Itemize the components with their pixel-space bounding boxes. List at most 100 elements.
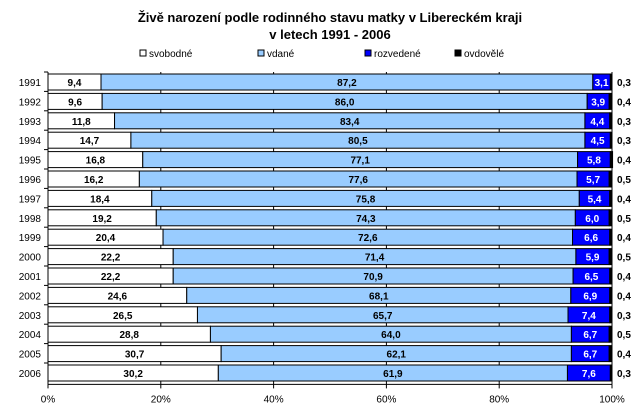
- bar-ovdovělé: [609, 131, 613, 149]
- legend-label: ovdovělé: [464, 49, 504, 60]
- legend-label: rozvedené: [374, 49, 421, 60]
- bar-ovdovělé: [609, 306, 612, 324]
- data-label: 77,6: [348, 175, 368, 186]
- data-label: 0,3: [617, 136, 631, 147]
- bar-ovdovělé: [608, 92, 612, 110]
- data-label: 7,6: [582, 369, 596, 380]
- data-label: 26,5: [113, 311, 133, 322]
- data-label: 0,5: [617, 175, 631, 186]
- data-label: 19,2: [92, 214, 112, 225]
- x-tick-label: 100%: [599, 394, 625, 405]
- y-tick-label: 2000: [19, 253, 42, 264]
- data-label: 72,6: [358, 233, 378, 244]
- legend-swatch: [139, 49, 147, 57]
- y-tick-label: 2001: [19, 272, 42, 283]
- data-label: 3,1: [595, 78, 609, 89]
- bar-ovdovělé: [609, 112, 612, 130]
- data-label: 83,4: [340, 117, 360, 128]
- data-label: 4,5: [591, 136, 605, 147]
- data-label: 75,8: [356, 194, 376, 205]
- data-label: 0,5: [617, 330, 631, 341]
- data-label: 5,4: [588, 194, 602, 205]
- data-label: 30,2: [123, 369, 143, 380]
- y-tick-label: 1997: [19, 194, 42, 205]
- y-tick-label: 1994: [19, 136, 42, 147]
- data-label: 68,1: [369, 291, 389, 302]
- data-label: 5,7: [586, 175, 600, 186]
- data-label: 87,2: [337, 78, 357, 89]
- legend: svobodné vdané rozvedené ovdovělé: [139, 49, 504, 60]
- data-label: 6,0: [585, 214, 599, 225]
- data-label: 0,4: [617, 156, 631, 167]
- data-label: 0,4: [617, 194, 631, 205]
- data-label: 0,4: [617, 291, 631, 302]
- data-label: 86,0: [335, 97, 355, 108]
- y-tick-label: 1992: [19, 97, 42, 108]
- legend-swatch: [364, 49, 372, 57]
- data-label: 5,9: [586, 253, 600, 264]
- data-label: 24,6: [108, 291, 128, 302]
- y-tick-label: 2003: [19, 311, 42, 322]
- data-label: 5,8: [587, 156, 601, 167]
- chart-title: Živě narození podle rodinného stavu matk…: [138, 10, 522, 25]
- y-tick-label: 1999: [19, 233, 42, 244]
- data-label: 77,1: [350, 156, 370, 167]
- y-tick-label: 2005: [19, 350, 42, 361]
- x-tick-label: 20%: [151, 394, 171, 405]
- data-label: 0,4: [617, 233, 631, 244]
- x-tick-label: 60%: [376, 394, 396, 405]
- data-label: 0,3: [617, 117, 631, 128]
- bar-ovdovělé: [608, 248, 613, 266]
- data-label: 62,1: [387, 350, 407, 361]
- data-label: 6,6: [584, 233, 598, 244]
- data-label: 0,3: [617, 78, 631, 89]
- data-label: 71,4: [365, 253, 385, 264]
- data-label: 64,0: [381, 330, 401, 341]
- data-label: 0,5: [617, 214, 631, 225]
- data-label: 65,7: [373, 311, 393, 322]
- y-tick-label: 2004: [19, 330, 42, 341]
- y-tick-label: 1998: [19, 214, 42, 225]
- data-label: 6,9: [583, 291, 597, 302]
- data-label: 16,2: [84, 175, 104, 186]
- y-tick-label: 2002: [19, 291, 42, 302]
- data-label: 28,8: [119, 330, 139, 341]
- data-label: 4,4: [590, 117, 604, 128]
- data-label: 9,4: [68, 78, 82, 89]
- bar-ovdovělé: [609, 286, 613, 304]
- legend-swatch: [454, 49, 462, 57]
- data-label: 0,4: [617, 97, 631, 108]
- legend-label: vdané: [267, 49, 295, 60]
- data-label: 22,2: [101, 272, 121, 283]
- bar-ovdovělé: [609, 73, 613, 91]
- y-tick-label: 1995: [19, 156, 42, 167]
- data-label: 3,9: [591, 97, 605, 108]
- bar-ovdovělé: [609, 151, 614, 169]
- axes: 0% 20% 40% 60% 80% 100% 1991 1992 1993 1994 1995 19…: [19, 71, 625, 405]
- data-label: 22,2: [101, 253, 121, 264]
- data-label: 80,5: [348, 136, 368, 147]
- x-tick-label: 40%: [264, 394, 284, 405]
- data-label: 61,9: [383, 369, 403, 380]
- data-label: 14,7: [80, 136, 100, 147]
- data-label: 7,4: [582, 311, 596, 322]
- x-tick-label: 0%: [41, 394, 56, 405]
- chart-subtitle: v letech 1991 - 2006: [269, 27, 390, 42]
- y-tick-label: 2006: [19, 369, 42, 380]
- data-label: 0,5: [617, 253, 631, 264]
- data-label: 74,3: [356, 214, 376, 225]
- data-label: 6,5: [584, 272, 598, 283]
- bar-ovdovělé: [608, 325, 613, 343]
- legend-swatch: [257, 49, 265, 57]
- bar-ovdovělé: [609, 189, 613, 207]
- bar-ovdovělé: [609, 364, 613, 382]
- legend-label: svobodné: [149, 49, 193, 60]
- data-label: 16,8: [86, 156, 106, 167]
- y-tick-label: 1993: [19, 117, 42, 128]
- data-label: 0,3: [617, 311, 631, 322]
- data-label: 9,6: [68, 97, 82, 108]
- data-label: 0,4: [617, 272, 631, 283]
- data-label: 11,8: [72, 117, 91, 128]
- data-label: 18,4: [90, 194, 110, 205]
